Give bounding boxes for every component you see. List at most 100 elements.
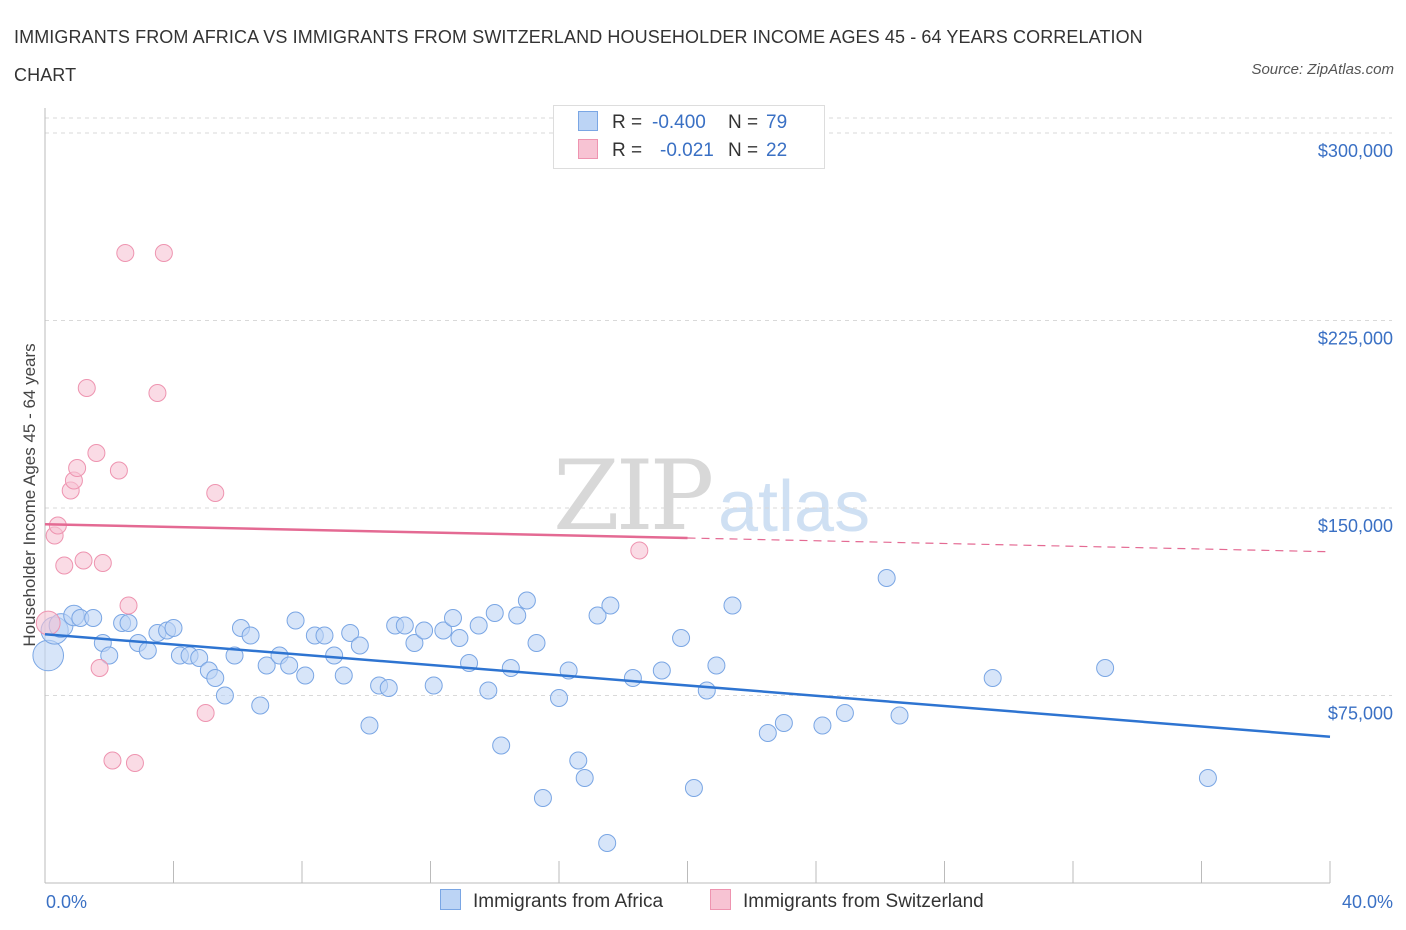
africa-point bbox=[119, 614, 138, 632]
switzerland-point bbox=[93, 554, 112, 572]
africa-point bbox=[723, 596, 742, 615]
switzerland-point bbox=[125, 754, 144, 772]
watermark-zip: ZIP bbox=[553, 440, 714, 552]
switzerland-point bbox=[103, 751, 122, 770]
source-label: Source: ZipAtlas.com bbox=[1251, 61, 1394, 78]
africa-swatch bbox=[578, 111, 598, 131]
africa-point bbox=[550, 689, 568, 707]
africa-point bbox=[533, 789, 552, 807]
switzerland-point bbox=[68, 459, 87, 477]
switzerland-point bbox=[77, 379, 96, 397]
africa-point bbox=[707, 656, 726, 675]
africa-point bbox=[334, 666, 353, 685]
y-tick-label: $225,000 bbox=[1318, 329, 1393, 349]
switzerland-r-value: -0.021 bbox=[660, 140, 714, 161]
watermark-atlas: atlas bbox=[718, 467, 871, 547]
africa-point bbox=[501, 659, 520, 677]
africa-point bbox=[835, 704, 854, 722]
switzerland-point bbox=[74, 551, 93, 570]
africa-point bbox=[241, 626, 260, 645]
africa-point bbox=[286, 611, 305, 630]
africa-point bbox=[379, 679, 398, 697]
africa-point bbox=[983, 669, 1002, 687]
africa-point bbox=[251, 696, 270, 715]
switzerland-swatch bbox=[578, 139, 598, 159]
africa-point bbox=[84, 609, 103, 627]
switzerland-point bbox=[148, 384, 167, 402]
africa-point bbox=[774, 714, 793, 732]
switzerland-point bbox=[119, 596, 138, 615]
africa-point bbox=[598, 834, 617, 852]
y-axis-label: Householder Income Ages 45 - 64 years bbox=[20, 343, 39, 647]
bottom-africa-label: Immigrants from Africa bbox=[473, 891, 664, 912]
correlation-legend: R = -0.400 N = 79 R = -0.021 N = 22 bbox=[553, 105, 825, 169]
africa-point bbox=[415, 621, 434, 640]
africa-point bbox=[296, 666, 315, 685]
africa-r-label: R = bbox=[612, 112, 643, 133]
legend-row-africa: R = -0.400 N = 79 bbox=[578, 111, 787, 139]
switzerland-point bbox=[55, 556, 74, 575]
bottom-legend-africa: Immigrants from Africa bbox=[440, 889, 663, 913]
bottom-switzerland-label: Immigrants from Switzerland bbox=[743, 891, 984, 912]
africa-point bbox=[350, 636, 369, 655]
africa-point bbox=[492, 736, 511, 755]
africa-point bbox=[672, 629, 691, 647]
africa-point bbox=[697, 681, 716, 700]
switzerland-point bbox=[90, 659, 109, 677]
africa-n-value: 79 bbox=[766, 112, 788, 133]
africa-point bbox=[588, 606, 607, 625]
africa-point bbox=[1198, 769, 1217, 787]
africa-point bbox=[325, 646, 344, 665]
africa-point bbox=[225, 646, 244, 665]
switzerland-n-label: N = bbox=[728, 140, 759, 161]
africa-point bbox=[450, 629, 469, 647]
africa-point bbox=[424, 676, 443, 695]
switzerland-point bbox=[206, 484, 225, 502]
africa-point bbox=[1096, 659, 1115, 677]
africa-point bbox=[575, 769, 594, 787]
africa-point bbox=[443, 609, 462, 627]
africa-point bbox=[257, 656, 276, 675]
africa-point bbox=[517, 591, 536, 610]
bottom-switzerland-swatch bbox=[710, 889, 731, 910]
africa-point bbox=[652, 661, 671, 680]
africa-point bbox=[138, 641, 157, 660]
x-tick-label-max: 40.0% bbox=[1342, 892, 1393, 912]
y-tick-label: $75,000 bbox=[1328, 704, 1393, 724]
switzerland-point bbox=[87, 444, 106, 462]
africa-point bbox=[190, 649, 209, 667]
bottom-legend-switzerland: Immigrants from Switzerland bbox=[710, 889, 984, 913]
africa-trend-line bbox=[44, 633, 1331, 738]
africa-point bbox=[405, 634, 424, 652]
switzerland-trend-line bbox=[44, 523, 688, 540]
africa-point bbox=[164, 619, 183, 637]
africa-point bbox=[527, 634, 546, 652]
africa-point bbox=[623, 669, 642, 687]
africa-point bbox=[569, 751, 588, 770]
switzerland-point bbox=[116, 244, 135, 262]
switzerland-point bbox=[109, 461, 128, 480]
switzerland-point bbox=[630, 541, 649, 560]
africa-point bbox=[341, 624, 360, 642]
switzerland-point bbox=[196, 704, 215, 722]
africa-point bbox=[434, 621, 453, 640]
africa-point bbox=[485, 604, 504, 622]
africa-point bbox=[479, 681, 498, 700]
africa-point bbox=[813, 716, 832, 735]
africa-point bbox=[684, 779, 703, 797]
switzerland-n-value: 22 bbox=[766, 140, 788, 161]
africa-point bbox=[215, 686, 234, 705]
africa-point bbox=[877, 569, 896, 587]
africa-r-value: -0.400 bbox=[652, 112, 706, 133]
switzerland-trend-extension bbox=[687, 537, 1331, 553]
x-tick-label-min: 0.0% bbox=[46, 892, 87, 912]
africa-point bbox=[315, 626, 334, 645]
y-tick-label: $150,000 bbox=[1318, 516, 1393, 536]
bottom-africa-swatch bbox=[440, 889, 461, 910]
switzerland-point bbox=[154, 244, 173, 262]
africa-point bbox=[360, 716, 379, 735]
africa-point bbox=[100, 646, 119, 665]
y-tick-label: $300,000 bbox=[1318, 141, 1393, 161]
chart-title: IMMIGRANTS FROM AFRICA VS IMMIGRANTS FRO… bbox=[14, 27, 1143, 85]
